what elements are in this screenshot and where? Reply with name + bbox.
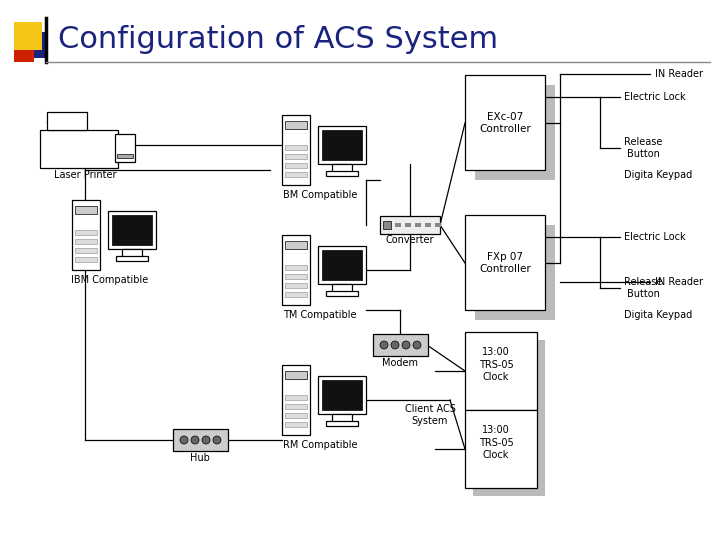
Text: Digita Keypad: Digita Keypad — [624, 310, 692, 320]
Bar — [318, 246, 366, 284]
Bar — [285, 292, 307, 297]
Bar — [465, 75, 545, 170]
Bar — [75, 239, 97, 244]
Bar — [415, 223, 421, 227]
Bar — [475, 85, 555, 180]
Bar — [318, 126, 366, 164]
Bar — [475, 225, 555, 320]
Circle shape — [202, 436, 210, 444]
Text: BM Compatible: BM Compatible — [283, 190, 357, 200]
Bar — [395, 223, 401, 227]
Text: TRS-05
Clock: TRS-05 Clock — [479, 360, 513, 382]
Bar — [383, 221, 391, 229]
Text: EXc-07
Controller: EXc-07 Controller — [479, 112, 531, 134]
Bar — [473, 340, 545, 418]
Text: Release
Button: Release Button — [624, 137, 662, 159]
Bar — [108, 211, 156, 249]
Bar — [285, 404, 307, 409]
Text: FXp 07
Controller: FXp 07 Controller — [479, 252, 531, 274]
Circle shape — [391, 341, 399, 349]
Bar — [40, 130, 118, 168]
Bar — [72, 200, 100, 270]
Text: IN Reader: IN Reader — [655, 277, 703, 287]
Bar — [465, 410, 537, 488]
Circle shape — [213, 436, 221, 444]
Bar — [322, 250, 362, 280]
Text: TRS-05
Clock: TRS-05 Clock — [479, 438, 513, 460]
Bar — [112, 215, 152, 245]
Text: Digita Keypad: Digita Keypad — [624, 170, 692, 180]
Bar — [285, 413, 307, 418]
Circle shape — [191, 436, 199, 444]
Text: Hub: Hub — [190, 453, 210, 463]
Text: 13:00: 13:00 — [482, 425, 510, 435]
Bar — [326, 291, 358, 296]
Bar — [473, 418, 545, 496]
Bar — [332, 414, 352, 422]
Bar — [282, 115, 310, 185]
Bar — [380, 216, 440, 234]
Text: Configuration of ACS System: Configuration of ACS System — [58, 25, 498, 55]
Circle shape — [380, 341, 388, 349]
Bar — [122, 249, 142, 257]
Bar — [332, 284, 352, 292]
Bar — [285, 241, 307, 249]
Bar — [75, 248, 97, 253]
Text: Converter: Converter — [386, 235, 434, 245]
Text: IN Reader: IN Reader — [655, 69, 703, 79]
Text: Release
Button: Release Button — [624, 277, 662, 299]
Text: TM Compatible: TM Compatible — [283, 310, 356, 320]
Bar — [285, 121, 307, 129]
Bar — [75, 230, 97, 235]
Bar — [326, 171, 358, 176]
Bar — [14, 22, 42, 50]
Bar — [285, 422, 307, 427]
Bar — [425, 223, 431, 227]
Bar — [173, 429, 228, 451]
Bar — [75, 257, 97, 262]
Bar — [20, 32, 45, 58]
Bar — [285, 283, 307, 288]
Bar — [435, 223, 441, 227]
Bar — [14, 40, 34, 62]
Bar — [47, 112, 87, 130]
Bar — [326, 421, 358, 426]
Bar — [285, 145, 307, 150]
Bar — [332, 164, 352, 172]
Text: IBM Compatible: IBM Compatible — [71, 275, 148, 285]
Bar — [75, 206, 97, 214]
Text: RM Compatible: RM Compatible — [283, 440, 357, 450]
Bar — [285, 172, 307, 177]
Bar — [116, 256, 148, 261]
Bar — [285, 395, 307, 400]
Text: Laser Printer: Laser Printer — [54, 170, 116, 180]
Bar — [285, 154, 307, 159]
Circle shape — [413, 341, 421, 349]
Text: Client ACS
System: Client ACS System — [405, 404, 456, 426]
Bar — [115, 134, 135, 162]
Bar — [405, 223, 411, 227]
Bar — [285, 265, 307, 270]
Bar — [285, 274, 307, 279]
Bar — [318, 376, 366, 414]
Text: 13:00: 13:00 — [482, 347, 510, 357]
Text: Electric Lock: Electric Lock — [624, 232, 685, 242]
Bar — [373, 334, 428, 356]
Bar — [465, 332, 537, 410]
Text: Modem: Modem — [382, 358, 418, 368]
Bar — [322, 380, 362, 410]
Circle shape — [180, 436, 188, 444]
Bar — [117, 154, 133, 158]
Text: Electric Lock: Electric Lock — [624, 92, 685, 102]
Circle shape — [402, 341, 410, 349]
Bar — [322, 130, 362, 160]
Bar — [285, 163, 307, 168]
Bar — [465, 215, 545, 310]
Bar — [282, 365, 310, 435]
Bar — [285, 371, 307, 379]
Bar — [282, 235, 310, 305]
